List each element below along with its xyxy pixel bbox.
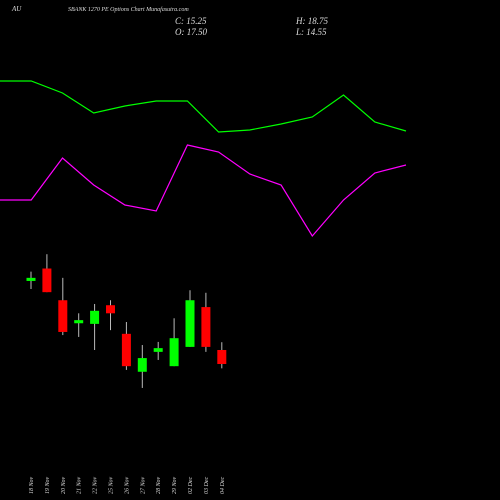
candle-body xyxy=(90,310,100,324)
candle-body xyxy=(137,358,147,372)
x-tick-label: 27 Nov xyxy=(140,476,146,494)
candle-body xyxy=(217,350,227,364)
stat: O: 17.50 xyxy=(175,27,207,37)
stat: C: 15.25 xyxy=(175,16,207,26)
candle-body xyxy=(201,307,211,347)
x-tick-label: 28 Nov xyxy=(156,476,162,494)
candle-body xyxy=(42,268,52,293)
indicator-line xyxy=(0,80,407,133)
x-tick-label: 29 Nov xyxy=(172,476,178,494)
x-tick-label: 25 Nov xyxy=(109,476,115,494)
x-tick-label: 20 Nov xyxy=(61,476,67,494)
x-tick-label: 18 Nov xyxy=(29,476,35,494)
candle-body xyxy=(169,338,179,367)
x-tick-label: 26 Nov xyxy=(124,476,130,494)
stat: H: 18.75 xyxy=(295,16,328,26)
candle-body xyxy=(153,348,163,352)
x-tick-label: 21 Nov xyxy=(77,476,83,494)
candle-body xyxy=(121,333,131,367)
x-tick-label: 22 Nov xyxy=(93,476,99,494)
candle-body xyxy=(106,305,115,314)
x-tick-label: 03 Dec xyxy=(204,477,210,494)
indicator-line xyxy=(0,144,407,238)
chart-title: SBANK 1270 PE Options Chart Munafasutra.… xyxy=(68,6,189,13)
x-tick-label: 04 Dec xyxy=(219,477,226,494)
candle-body xyxy=(58,300,68,332)
candle-body xyxy=(185,300,195,347)
x-tick-label: 02 Dec xyxy=(188,477,194,494)
candle-body xyxy=(26,277,36,281)
symbol: AU xyxy=(11,5,22,13)
x-tick-label: 19 Nov xyxy=(45,476,51,494)
stat: L: 14.55 xyxy=(295,27,327,37)
candle-body xyxy=(74,320,84,324)
